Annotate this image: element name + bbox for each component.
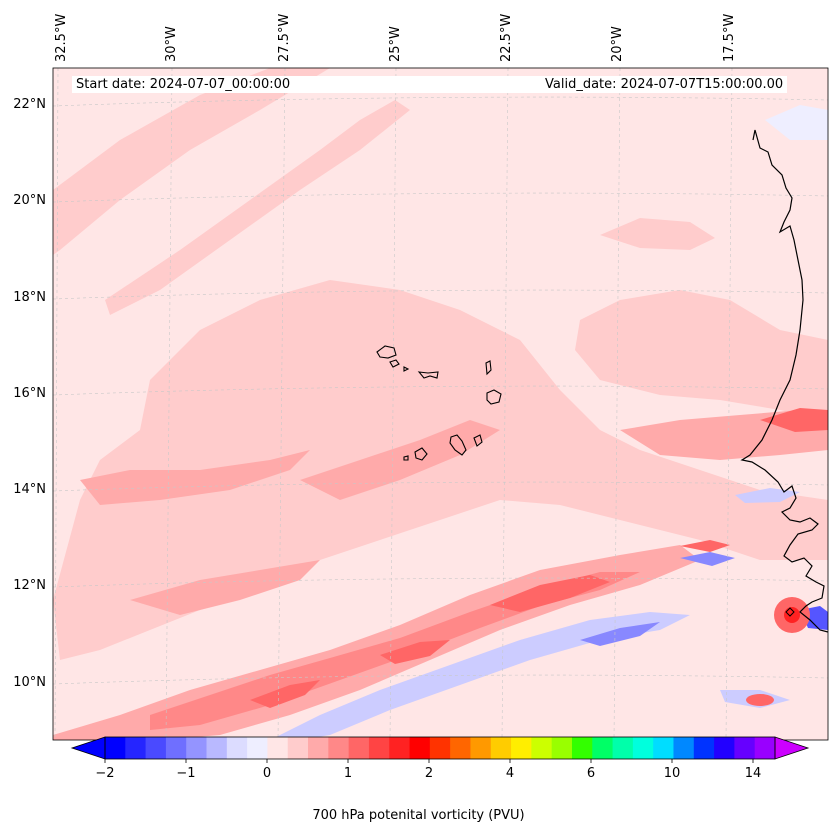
pv-blue-core-south [580,622,660,646]
colorbar-cell [754,737,776,759]
lon-label-22-5w: 22.5°W [499,13,514,62]
colorbar-cell [632,737,654,759]
lat-label-14n: 14°N [13,482,46,497]
colorbar-cell [348,737,370,759]
colorbar-cell [653,737,674,759]
lon-label-27-5w: 27.5°W [277,13,292,62]
colorbar-cell [368,737,390,759]
colorbar-cell [571,737,593,759]
lon-label-30w: 30°W [164,26,179,62]
pv-belt-core-east [490,575,610,612]
pv-streak-west [80,450,310,505]
colorbar-cell [287,737,309,759]
island-santiago [449,434,467,456]
start-date-label: Start date: 2024-07-07_00:00:00 [72,76,542,93]
graticule [53,68,828,740]
colorbar-cell [490,737,512,759]
colorbar-cell [592,737,614,759]
pv-belt-core-east-2 [680,540,730,552]
lon-label-20w: 20°W [610,26,625,62]
island-santo-antao [376,345,397,359]
colorbar-cell [145,737,167,759]
lat-label-10n: 10°N [13,675,46,690]
colorbar-tick-label: 0 [262,766,272,781]
island-boa-vista [486,389,502,405]
lat-label-18n: 18°N [13,290,46,305]
colorbar-cell [450,737,471,759]
colorbar-cell [308,737,329,759]
colorbar-cell [714,737,735,759]
pv-red-spot-east [746,694,774,706]
pv-field [53,68,828,740]
island-sal [485,360,492,376]
colorbar-cell [673,737,695,759]
pv-red-spot-core [784,607,800,623]
pv-blue-band-south [270,612,690,740]
lon-label-17-5w: 17.5°W [722,13,737,62]
colorbar-tick-label: 10 [663,766,681,781]
colorbar-cell [247,737,268,759]
colorbar-tick-label: −2 [95,766,115,781]
pv-blue-coast-2 [680,552,735,566]
colorbar-cell [165,737,187,759]
pv-band-diagonal-north [53,68,330,255]
colorbar [70,736,810,763]
colorbar-cell [206,737,228,759]
pv-belt-core-center [380,640,450,664]
colorbar-cell [328,737,350,759]
valid-date-label: Valid_date: 2024-07-07T15:00:00.00 [541,76,788,93]
africa-coastline [740,129,828,633]
island-maio [473,434,483,447]
colorbar-cell [531,737,553,759]
colorbar-cell [186,737,208,759]
colorbar-cell [267,737,289,759]
pv-east-coast-red [760,408,828,432]
colorbar-tick-label: 4 [505,766,515,781]
colorbar-cell [429,737,451,759]
colorbar-tick-label: 1 [343,766,353,781]
lon-label-25w: 25°W [388,26,403,62]
colorbar-cell [734,737,756,759]
colorbar-tick-label: 2 [424,766,434,781]
coast-island [785,607,795,617]
lat-label-16n: 16°N [13,386,46,401]
pv-streak-south-west [130,560,320,615]
pv-band-east [575,290,828,420]
island-fogo [414,447,428,461]
cape-verde-islands [376,345,502,461]
pv-band-central [53,280,828,660]
colorbar-cell [551,737,573,759]
colorbar-cell [389,737,411,759]
colorbar-cell [511,737,532,759]
colorbar-cell [409,737,431,759]
lon-label-32-5w: 32.5°W [54,13,69,62]
lat-label-12n: 12°N [13,578,46,593]
lat-label-22n: 22°N [13,97,46,112]
colorbar-tick-label: 14 [744,766,762,781]
lat-label-20n: 20°N [13,193,46,208]
pv-band-diagonal-mid [105,100,410,315]
colorbar-cell [470,737,492,759]
colorbar-tick-label: 6 [586,766,596,781]
island-brava [403,455,409,461]
pv-band-northeast [600,218,715,250]
colorbar-cell [226,737,248,759]
island-santa-luzia [403,366,410,372]
pv-blue-north-east [765,105,828,140]
colorbar-cell [105,737,126,759]
pv-belt-core-west [250,680,320,708]
colorbar-tick-label: −1 [176,766,196,781]
colorbar-cell [612,737,634,759]
island-sao-nicolau [417,371,439,379]
colorbar-cell [693,737,715,759]
colorbar-frame [104,736,776,760]
island-sao-vicente [389,359,400,368]
colorbar-cell [125,737,147,759]
colorbar-title: 700 hPa potenital vorticity (PVU) [312,808,525,823]
